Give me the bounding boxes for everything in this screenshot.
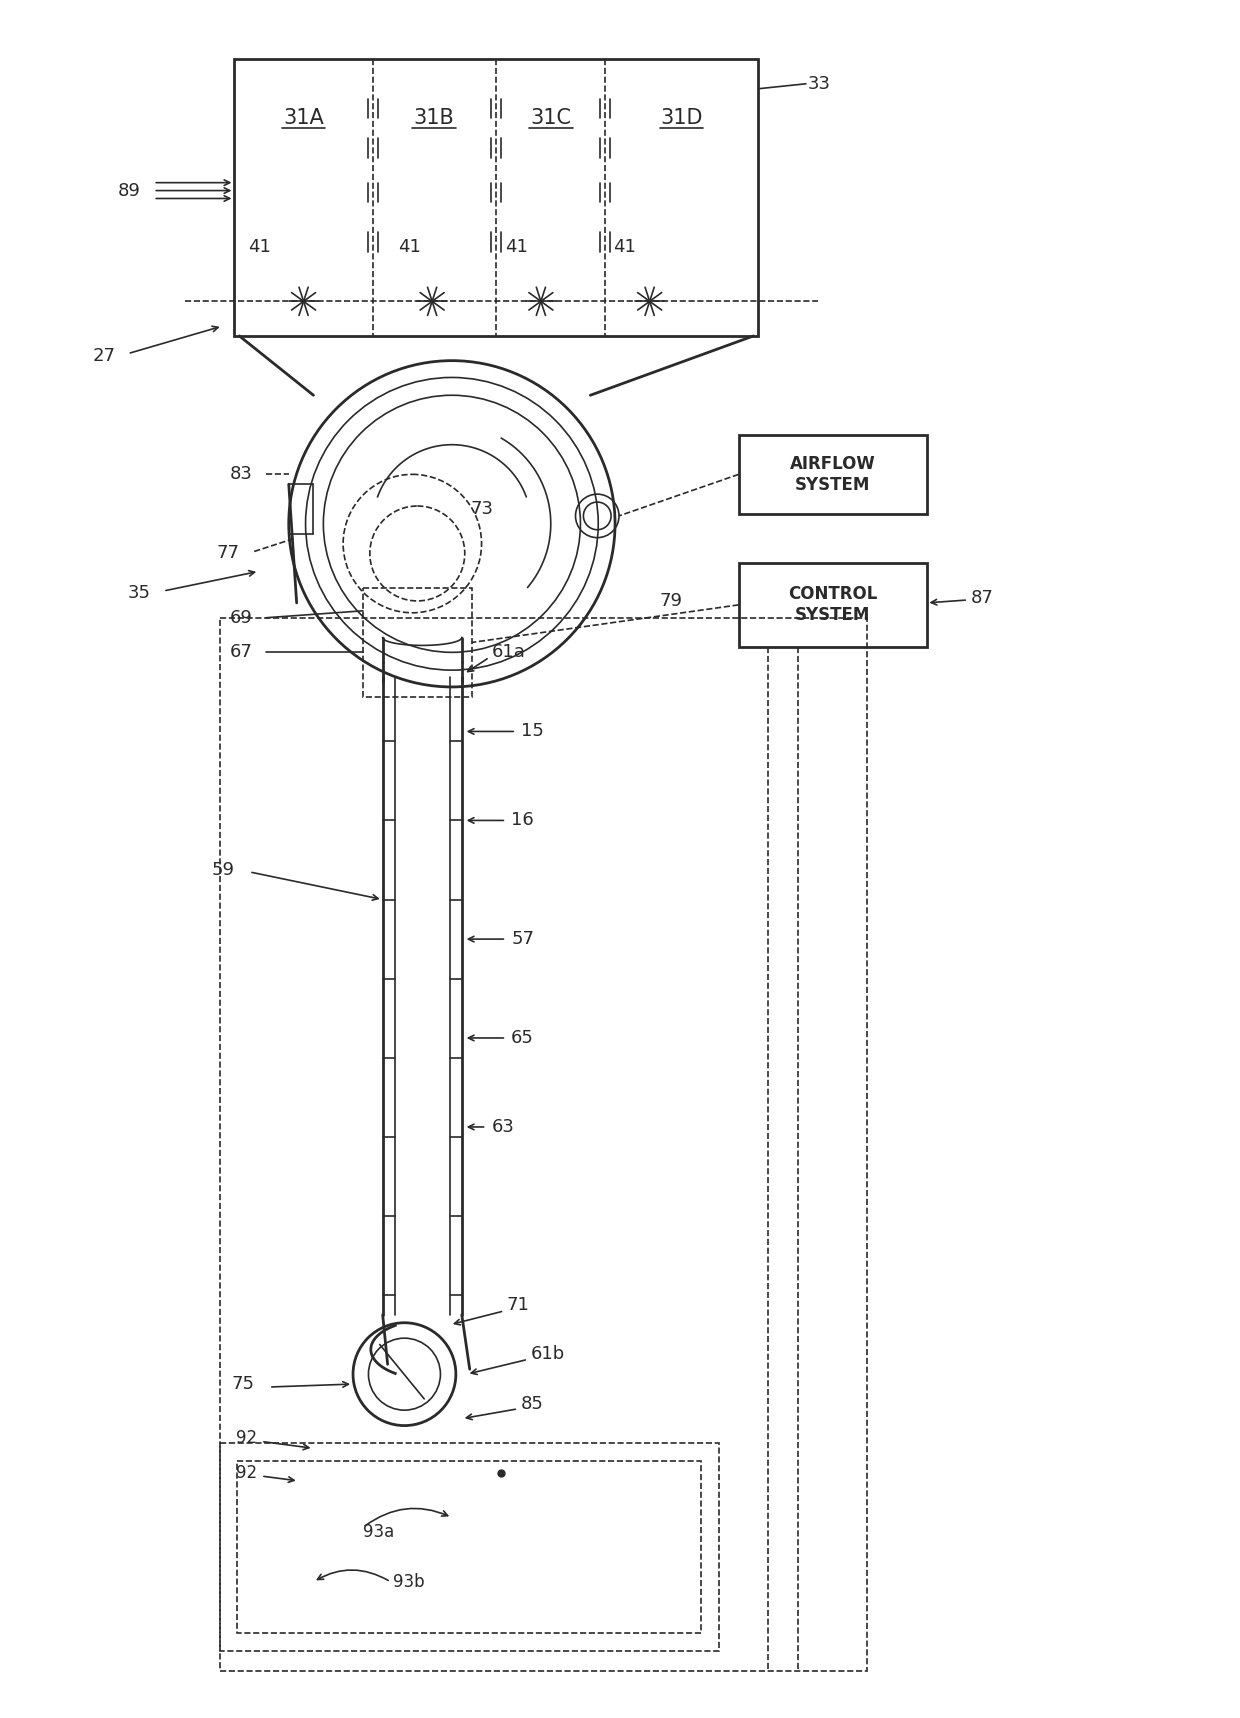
- Text: 57: 57: [511, 929, 534, 948]
- Text: 93b: 93b: [393, 1572, 424, 1591]
- Text: 71: 71: [506, 1295, 529, 1314]
- Text: 85: 85: [521, 1395, 544, 1412]
- Text: CONTROL
SYSTEM: CONTROL SYSTEM: [787, 586, 877, 624]
- Text: 83: 83: [229, 466, 252, 483]
- Text: 41: 41: [398, 237, 420, 256]
- Text: 31D: 31D: [660, 108, 703, 129]
- Text: 35: 35: [128, 584, 150, 601]
- Bar: [219, 618, 867, 1672]
- Text: 59: 59: [211, 861, 234, 880]
- Text: 92: 92: [236, 1429, 257, 1448]
- Text: 87: 87: [971, 589, 994, 606]
- Text: 65: 65: [511, 1029, 534, 1046]
- Text: 63: 63: [491, 1118, 515, 1136]
- Text: AIRFLOW
SYSTEM: AIRFLOW SYSTEM: [790, 455, 875, 493]
- Text: 75: 75: [231, 1374, 254, 1393]
- Text: 41: 41: [248, 237, 270, 256]
- Text: 93a: 93a: [363, 1524, 394, 1541]
- Bar: [219, 1443, 719, 1651]
- Text: 31B: 31B: [414, 108, 455, 129]
- Text: 89: 89: [118, 182, 140, 199]
- Text: 73: 73: [470, 500, 494, 517]
- Text: 31C: 31C: [531, 108, 572, 129]
- Text: 31A: 31A: [283, 108, 324, 129]
- Text: 92: 92: [236, 1464, 257, 1483]
- Text: 41: 41: [505, 237, 527, 256]
- Bar: [363, 588, 471, 698]
- Text: 27: 27: [93, 347, 115, 364]
- Bar: [739, 435, 926, 514]
- Bar: [237, 1462, 701, 1634]
- Text: 77: 77: [216, 545, 239, 562]
- Bar: [234, 58, 759, 337]
- Text: 61b: 61b: [531, 1345, 565, 1364]
- Text: 61a: 61a: [491, 643, 526, 661]
- Bar: [739, 564, 926, 648]
- Text: 16: 16: [511, 811, 534, 830]
- Text: 67: 67: [229, 643, 252, 661]
- Text: 79: 79: [660, 593, 682, 610]
- Text: 41: 41: [614, 237, 636, 256]
- Text: 69: 69: [229, 608, 252, 627]
- Text: 33: 33: [808, 76, 831, 93]
- Text: 15: 15: [521, 723, 544, 740]
